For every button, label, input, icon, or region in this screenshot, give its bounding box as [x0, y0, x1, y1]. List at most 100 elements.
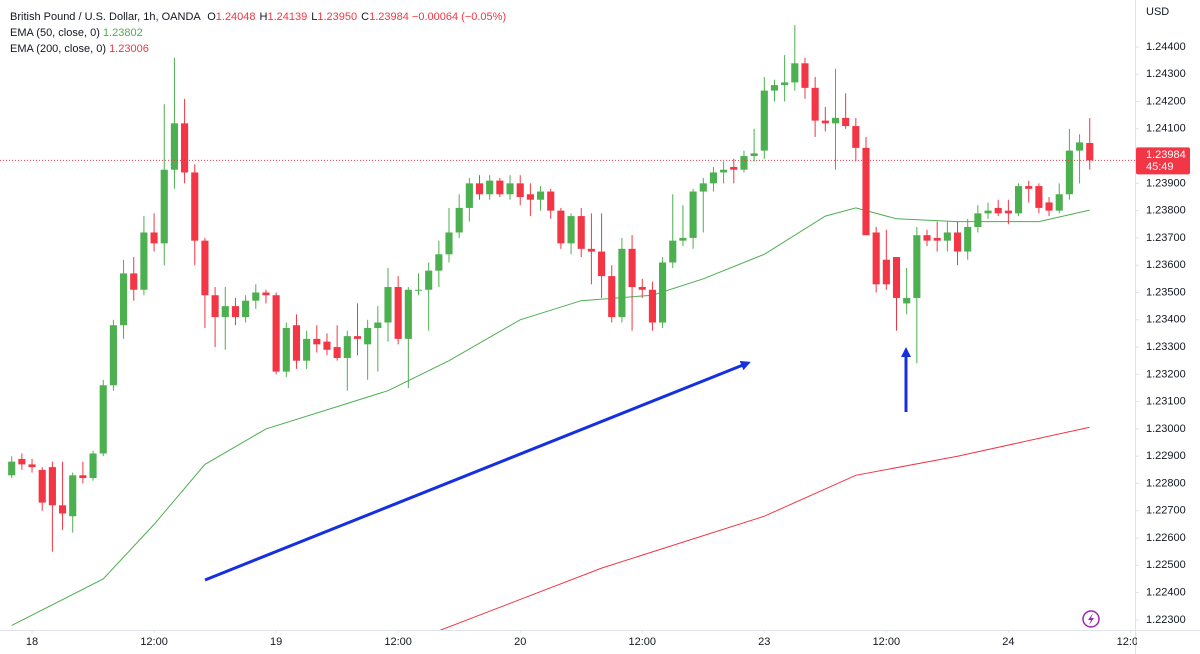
y-tick-label: 1.23000: [1146, 423, 1186, 435]
candle-body: [48, 467, 56, 506]
candle-body: [333, 347, 341, 358]
y-tick-label: 1.23700: [1146, 232, 1186, 244]
candle-body: [872, 232, 880, 285]
candle-body: [18, 458, 26, 465]
y-tick-label: 1.22600: [1146, 532, 1186, 544]
candle-body: [364, 327, 372, 345]
candle-body: [303, 338, 311, 361]
candle-body: [38, 469, 46, 503]
change: −0.00064 (−0.05%): [411, 11, 507, 23]
candle-body: [496, 180, 504, 195]
candle-body: [831, 117, 840, 124]
trend-arrow: [204, 360, 751, 582]
candle-body: [953, 232, 962, 252]
candle-body: [435, 254, 443, 271]
candle-body: [587, 248, 595, 252]
candle-body: [170, 123, 178, 170]
ohlc-value: 1.23950: [317, 11, 358, 23]
candle-body: [689, 191, 697, 238]
symbol-title: British Pound / U.S. Dollar, 1h, OANDA: [10, 11, 201, 23]
candle-body: [486, 180, 494, 195]
candle-body: [567, 216, 575, 244]
candle-body: [526, 194, 534, 200]
candle-body: [547, 191, 555, 211]
ema-legend: EMA (200, close, 0) 1.23006: [10, 41, 506, 57]
candle-body: [984, 210, 992, 214]
ohlc-value: 1.24048: [215, 11, 256, 23]
y-tick-label: 1.23600: [1146, 259, 1186, 271]
candle-body: [282, 327, 290, 372]
candle-body: [1076, 142, 1084, 151]
y-tick-label: 1.24100: [1146, 123, 1186, 135]
y-tick-label: 1.22500: [1146, 559, 1186, 571]
candle-body: [709, 172, 718, 184]
candle-body: [313, 338, 321, 345]
x-tick-label: 18: [26, 636, 38, 648]
ohlc-key: O: [207, 11, 216, 23]
candle-body: [99, 385, 107, 454]
y-tick-label: 1.22300: [1146, 614, 1186, 626]
candle-body: [1065, 150, 1073, 195]
ema-legend: EMA (50, close, 0) 1.23802: [10, 25, 506, 41]
candle-body: [191, 172, 199, 241]
currency-label: USD: [1146, 6, 1169, 18]
candle-body: [1045, 202, 1053, 211]
candle-body: [730, 166, 738, 170]
candle-body: [28, 464, 36, 468]
candle-body: [536, 191, 545, 200]
candle-body: [557, 210, 565, 244]
candle-body: [913, 235, 921, 298]
candle-body: [1055, 194, 1063, 211]
candle-body: [445, 232, 453, 255]
x-tick-label: 12:00: [628, 636, 656, 648]
ema-name: EMA (50, close, 0): [10, 27, 100, 39]
x-tick-label: 23: [758, 636, 770, 648]
candle-body: [1035, 186, 1043, 208]
legend: British Pound / U.S. Dollar, 1h, OANDA O…: [10, 9, 506, 57]
candle-body: [130, 273, 138, 290]
plot-area: [0, 25, 1135, 630]
candle-body: [353, 336, 362, 339]
candle-body: [394, 287, 402, 339]
candle-body: [608, 276, 616, 318]
y-tick-label: 1.23300: [1146, 341, 1186, 353]
x-tick-label: 24: [1002, 636, 1014, 648]
alert-icon[interactable]: [1082, 610, 1100, 628]
symbol-line: British Pound / U.S. Dollar, 1h, OANDA O…: [10, 9, 506, 25]
candle-body: [577, 216, 585, 249]
candle-body: [58, 505, 67, 514]
candle-body: [465, 183, 473, 208]
ohlc-key: H: [259, 11, 268, 23]
candle-body: [994, 207, 1002, 214]
candle-body: [770, 85, 779, 91]
x-tick-label: 12:00: [1117, 636, 1145, 648]
candle-body: [699, 183, 707, 192]
candle-body: [801, 63, 809, 88]
candle-body: [414, 289, 423, 291]
y-tick-label: 1.24200: [1146, 95, 1186, 107]
candle-body: [252, 292, 260, 301]
x-tick-label: 12:00: [140, 636, 168, 648]
candle-body: [740, 156, 748, 170]
ohlc-value: 1.24139: [267, 11, 308, 23]
candle-body: [669, 240, 677, 263]
candle-body: [292, 325, 301, 361]
candle-body: [506, 183, 514, 195]
candle-body: [69, 475, 77, 517]
candle-body: [1014, 186, 1023, 214]
candle-body: [455, 207, 463, 233]
candle-body: [811, 87, 819, 121]
candle-body: [628, 248, 636, 288]
candle-body: [404, 289, 412, 339]
candle-body: [384, 287, 392, 323]
countdown-label: 45:49: [1146, 161, 1174, 173]
price-axis: 1.22300 1.22400 1.22500 1.22600 1.22700 1.228…: [1135, 41, 1190, 626]
y-tick-label: 1.23800: [1146, 205, 1186, 217]
ema-line: [11, 207, 1090, 626]
candle-body: [892, 257, 901, 298]
candle-body: [343, 336, 351, 358]
candle-body: [821, 120, 829, 124]
candle-body: [1004, 210, 1012, 214]
